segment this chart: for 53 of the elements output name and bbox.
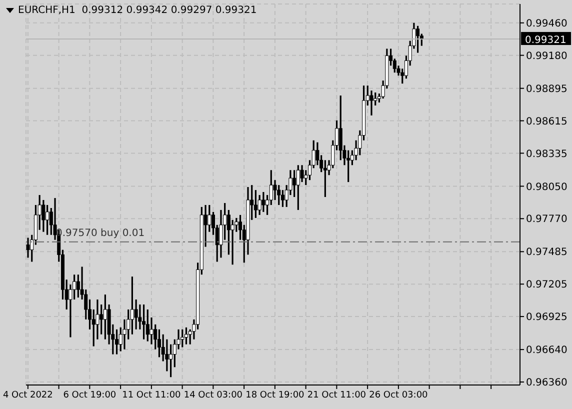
candlestick [374, 92, 378, 106]
candlestick [300, 164, 304, 183]
candlestick [169, 344, 173, 378]
x-tick-label: 6 Oct 19:00 [63, 390, 116, 400]
y-tick-label: 0.97205 [526, 280, 568, 291]
candlestick [26, 236, 30, 258]
candlestick [150, 316, 154, 346]
x-tick-label: 18 Oct 19:00 [246, 390, 305, 400]
y-tick-label: 0.99460 [526, 18, 568, 30]
candlestick [254, 189, 258, 219]
y-tick-label: 0.98050 [526, 182, 568, 193]
candlestick [280, 189, 284, 208]
candlestick [146, 308, 150, 342]
y-tick-label: 0.97485 [526, 247, 568, 258]
candlestick [103, 294, 107, 340]
candlestick [208, 204, 212, 233]
y-tick-label: 0.96925 [526, 312, 568, 324]
y-tick-label: 0.98335 [526, 148, 568, 160]
candlestick [130, 276, 134, 336]
candlestick [180, 328, 184, 348]
candlestick [323, 159, 327, 198]
y-tick-label: 0.97770 [526, 214, 568, 226]
chart-title: EURCHF,H1 0.99312 0.99342 0.99297 0.99321 [18, 5, 257, 16]
candlestick [346, 150, 350, 183]
x-tick-label: 14 Oct 03:00 [184, 390, 243, 400]
candlestick [42, 199, 46, 233]
x-tick-label: 26 Oct 03:00 [369, 390, 428, 400]
candlestick [296, 164, 300, 211]
candlestick [416, 25, 420, 54]
candlestick [100, 304, 104, 336]
x-tick-label: 4 Oct 2022 [2, 390, 53, 400]
candlestick [142, 304, 146, 340]
candlestick [292, 169, 296, 198]
candlestick [115, 328, 119, 356]
ref-line-label: 0.99321 [525, 34, 566, 46]
candlestick [258, 194, 262, 216]
y-tick-label: 0.98615 [526, 116, 568, 128]
candlestick [338, 94, 342, 161]
candlestick [273, 179, 277, 201]
candlestick [157, 328, 161, 358]
candlestick [262, 191, 266, 213]
candlestick [184, 326, 188, 346]
y-tick-label: 0.99180 [526, 50, 568, 62]
candlestick [165, 338, 169, 372]
candlestick [370, 90, 374, 116]
candlestick [277, 184, 281, 206]
x-tick-label: 21 Oct 11:00 [307, 390, 366, 400]
x-tick-label: 11 Oct 11:00 [122, 390, 182, 400]
y-tick-label: 0.96360 [526, 378, 568, 389]
y-tick-label: 0.98895 [526, 84, 568, 95]
candlestick [46, 204, 50, 236]
y-tick-label: 0.96640 [526, 345, 568, 356]
candlestick [134, 298, 138, 330]
